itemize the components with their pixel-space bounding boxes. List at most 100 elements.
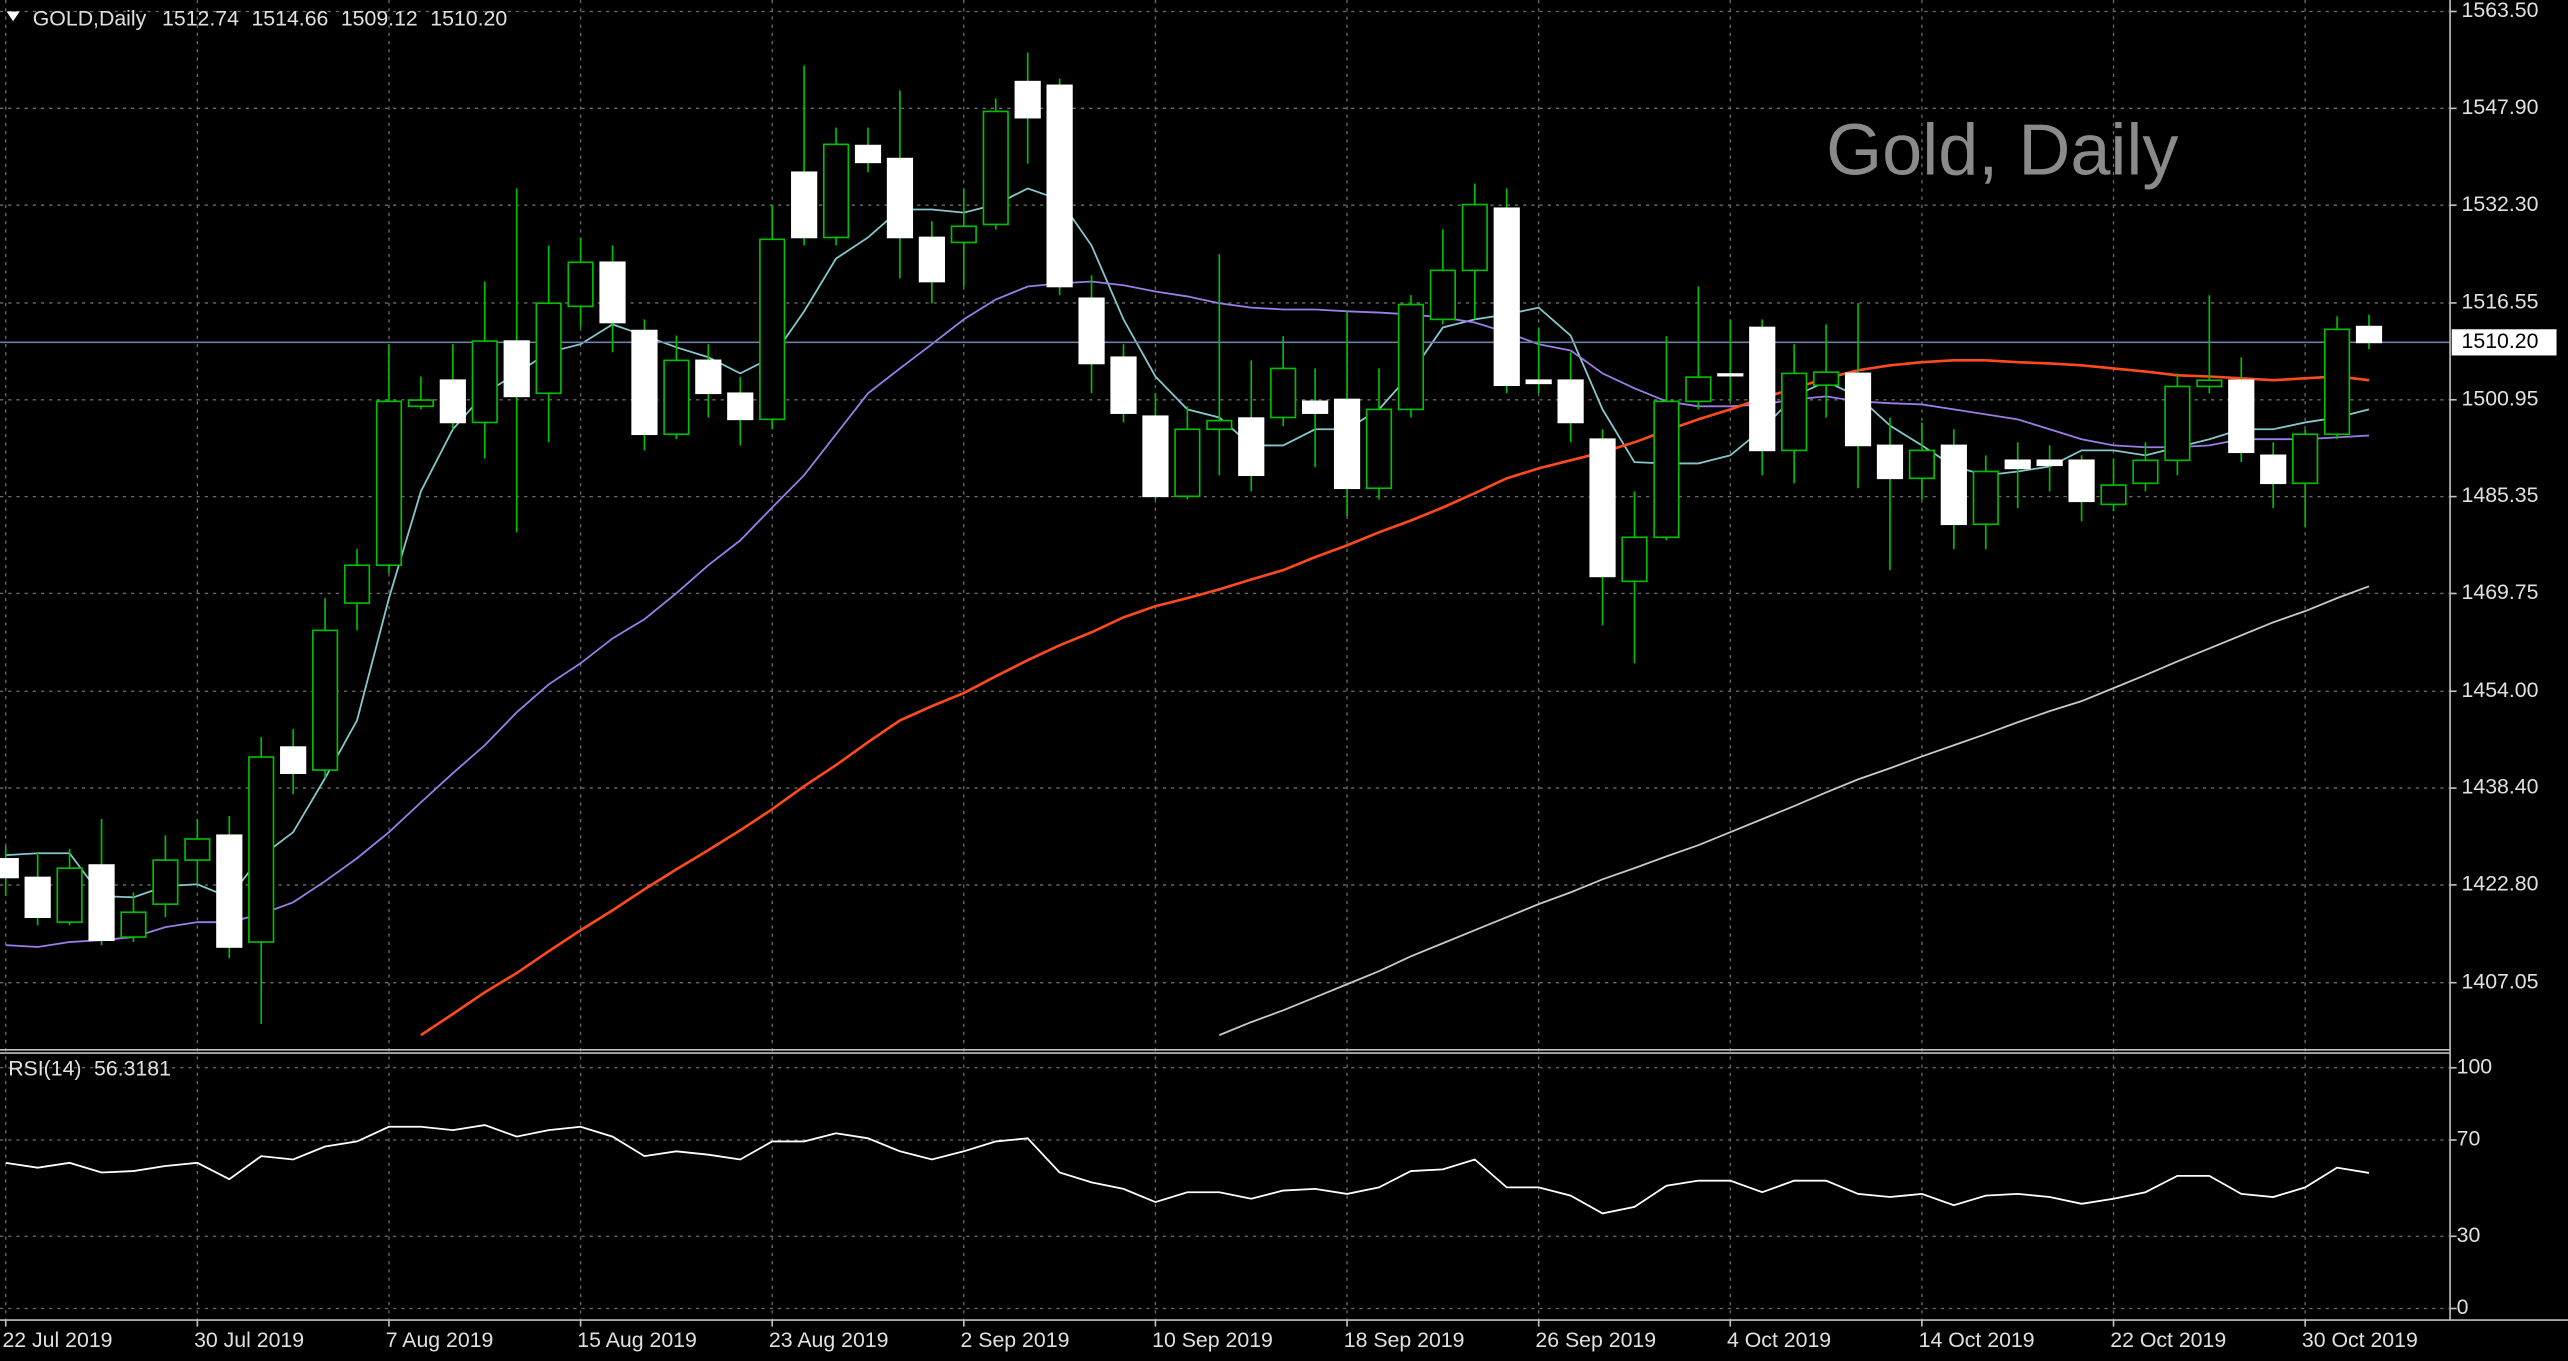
candle-body bbox=[216, 834, 243, 948]
x-tick-label: 23 Aug 2019 bbox=[769, 1328, 889, 1352]
candle-body bbox=[1429, 269, 1456, 321]
y-tick-label: 1563.50 bbox=[2462, 0, 2539, 22]
candle-body bbox=[1493, 207, 1520, 387]
candle-body bbox=[1461, 203, 1488, 272]
candle-body bbox=[2068, 459, 2095, 503]
candle-body bbox=[1653, 400, 1680, 539]
moving-average bbox=[1218, 585, 2370, 1036]
candle-body bbox=[280, 746, 307, 774]
candle-body bbox=[791, 171, 818, 239]
candle-body bbox=[822, 143, 850, 239]
x-tick-label: 26 Sep 2019 bbox=[1535, 1328, 1656, 1352]
y-tick-label: 1454.00 bbox=[2462, 678, 2539, 702]
y-tick-label: 1500.95 bbox=[2462, 386, 2539, 410]
candle-body bbox=[88, 864, 115, 941]
price-pane bbox=[0, 52, 2451, 1037]
ohlc-low: 1509.12 bbox=[341, 6, 418, 30]
candle-body bbox=[1333, 398, 1361, 490]
moving-average bbox=[5, 280, 2370, 948]
candle-body bbox=[2355, 325, 2383, 344]
header: GOLD,Daily 1512.74 1514.66 1509.12 1510.… bbox=[33, 6, 507, 30]
x-tick-label: 30 Oct 2019 bbox=[2302, 1328, 2418, 1352]
candle-body bbox=[599, 261, 626, 324]
ohlc-open: 1512.74 bbox=[162, 6, 239, 30]
rsi-header: RSI(14) 56.3181 bbox=[8, 1056, 171, 1080]
ohlc-high: 1514.66 bbox=[251, 6, 328, 30]
y-tick-label: 1516.55 bbox=[2462, 290, 2539, 314]
rsi-last-value: 56.3181 bbox=[94, 1056, 171, 1080]
candle-body bbox=[854, 144, 882, 164]
candle-body bbox=[567, 261, 594, 308]
x-tick-label: 22 Oct 2019 bbox=[2110, 1328, 2226, 1352]
candle-body bbox=[1876, 444, 1904, 480]
candle-body bbox=[2164, 385, 2191, 462]
candle-body bbox=[1940, 444, 1967, 526]
symbol: GOLD,Daily bbox=[33, 6, 147, 30]
candle-body bbox=[343, 564, 371, 604]
candle-body bbox=[2196, 379, 2223, 388]
y-tick-label: 30 bbox=[2457, 1223, 2481, 1247]
candle-body bbox=[663, 359, 690, 436]
y-tick-label: 1532.30 bbox=[2462, 192, 2539, 216]
candle-body bbox=[503, 340, 530, 398]
candle-body bbox=[1206, 419, 1233, 431]
candle-body bbox=[1238, 417, 1265, 477]
candle-body bbox=[311, 629, 339, 771]
candle-body bbox=[1749, 326, 1776, 452]
candle-body bbox=[1365, 408, 1393, 490]
y-tick-label: 1438.40 bbox=[2462, 775, 2539, 799]
x-tick-label: 10 Sep 2019 bbox=[1152, 1328, 1273, 1352]
candle-body bbox=[1557, 379, 1584, 424]
y-tick-label: 1469.75 bbox=[2462, 580, 2539, 604]
y-tick-label: 0 bbox=[2457, 1295, 2469, 1319]
candle-body bbox=[407, 399, 435, 408]
y-tick-label: 1422.80 bbox=[2462, 872, 2539, 896]
rsi-line bbox=[5, 1124, 2370, 1215]
bid-label: 1510.20 bbox=[2462, 329, 2539, 353]
watermark: Gold, Daily bbox=[1826, 111, 2178, 191]
candle-body bbox=[1908, 449, 1936, 480]
candle-body bbox=[1589, 438, 1616, 578]
candle-body bbox=[886, 157, 914, 239]
y-tick-label: 100 bbox=[2457, 1054, 2493, 1078]
y-tick-label: 1547.90 bbox=[2462, 95, 2539, 119]
candle-body bbox=[950, 225, 977, 244]
x-tick-label: 22 Jul 2019 bbox=[2, 1328, 112, 1352]
candle-body bbox=[2100, 484, 2127, 506]
candle-body bbox=[1621, 536, 1648, 583]
candle-body bbox=[120, 911, 147, 938]
candle-body bbox=[727, 392, 754, 421]
moving-average bbox=[420, 359, 2370, 1037]
x-tick-label: 2 Sep 2019 bbox=[961, 1328, 1070, 1352]
x-tick-label: 18 Sep 2019 bbox=[1344, 1328, 1465, 1352]
candle-body bbox=[1397, 303, 1425, 411]
candle-body bbox=[918, 236, 945, 283]
candle-body bbox=[56, 867, 83, 923]
candle-body bbox=[1174, 428, 1201, 498]
candle-body bbox=[152, 859, 179, 905]
candle-body bbox=[1844, 372, 1872, 447]
candle-body bbox=[1781, 372, 1808, 452]
x-tick-label: 14 Oct 2019 bbox=[1919, 1328, 2035, 1352]
candle-body bbox=[375, 400, 403, 567]
candle-body bbox=[2292, 433, 2319, 485]
candle-body bbox=[1302, 400, 1329, 414]
candle-body bbox=[1142, 415, 1169, 498]
candle-body bbox=[1525, 379, 1552, 385]
candle-body bbox=[1812, 371, 1840, 387]
candle-body bbox=[24, 876, 51, 919]
moving-average bbox=[5, 187, 2370, 899]
candle-body bbox=[2228, 379, 2255, 454]
candle-body bbox=[759, 238, 786, 421]
candle-body bbox=[2036, 459, 2063, 467]
candle-body bbox=[1078, 297, 1105, 365]
candle-body bbox=[2132, 459, 2159, 485]
candle-body bbox=[535, 302, 562, 395]
y-tick-label: 70 bbox=[2457, 1127, 2481, 1151]
grid-layer bbox=[0, 0, 2451, 1321]
candle-body bbox=[1014, 80, 1041, 119]
x-tick-label: 4 Oct 2019 bbox=[1727, 1328, 1831, 1352]
